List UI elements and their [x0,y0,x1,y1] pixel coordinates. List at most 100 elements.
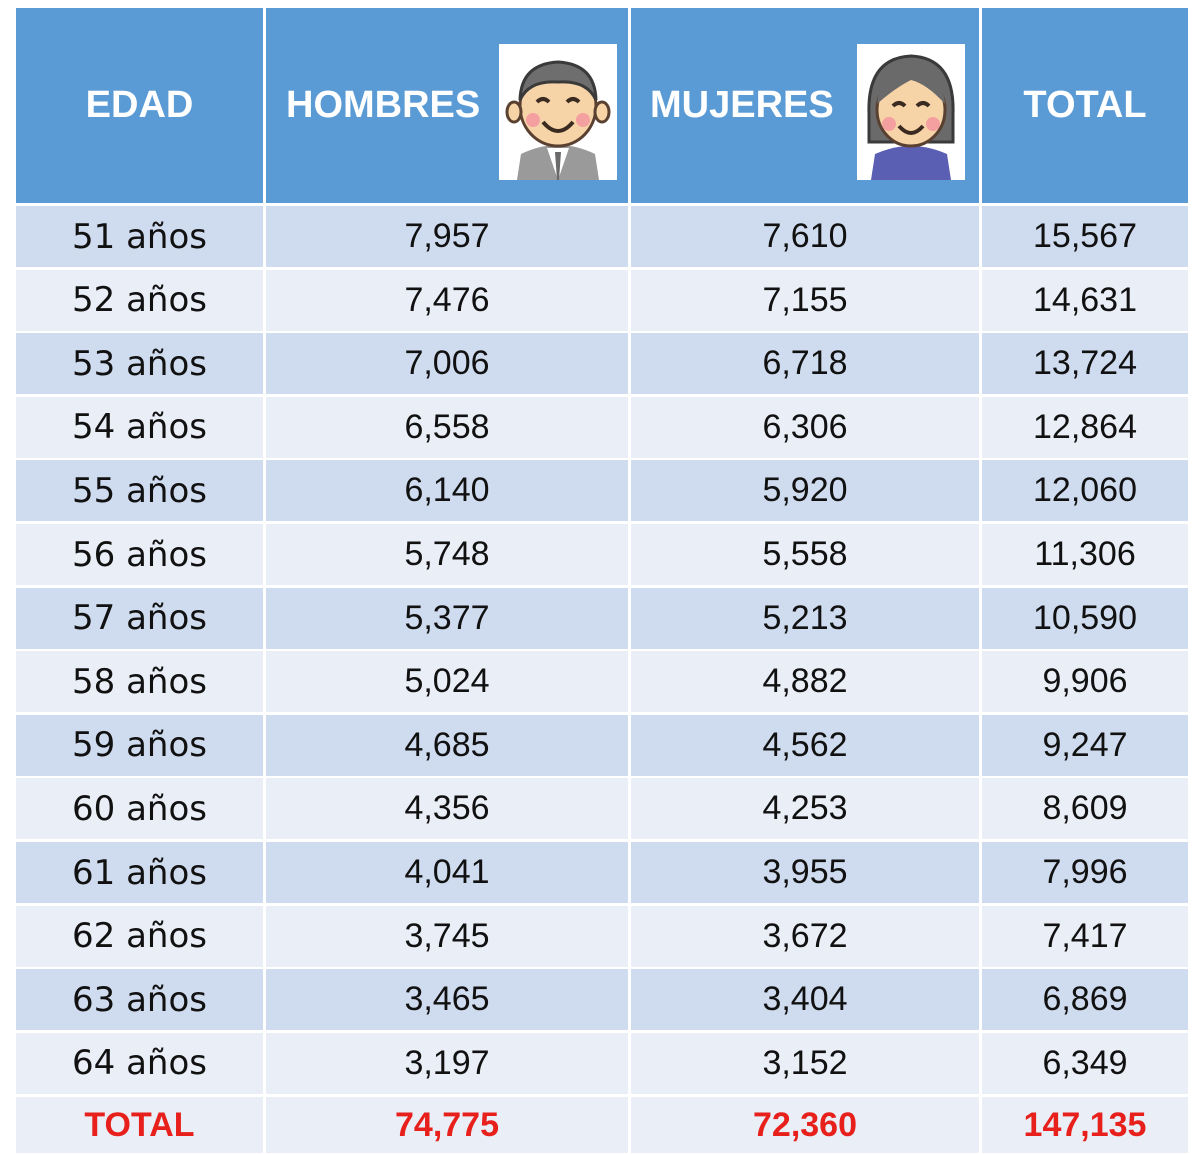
row-label-text: 54 años [72,407,207,447]
row-value: 4,041 [266,842,628,903]
row-label-text: 63 años [72,980,207,1020]
row-value-text: 10,590 [1033,599,1137,638]
row-label: 61 años [16,842,263,903]
row-label: 54 años [16,397,263,458]
row-value: 12,060 [982,460,1188,521]
row-value-text: 4,685 [404,726,489,765]
header-cell: HOMBRES [266,8,628,203]
row-value-text: 4,356 [404,789,489,828]
header-text: TOTAL [1023,84,1146,127]
row-value: 6,869 [982,969,1188,1030]
total-value: 72,360 [631,1097,979,1153]
row-value-text: 5,377 [404,599,489,638]
row-value: 5,920 [631,460,979,521]
row-value-text: 13,724 [1033,344,1137,383]
row-value: 3,465 [266,969,628,1030]
row-label-text: 53 años [72,344,207,384]
row-value: 3,197 [266,1033,628,1094]
row-label-text: 64 años [72,1043,207,1083]
row-value-text: 9,906 [1042,662,1127,701]
row-label: 55 años [16,460,263,521]
row-value: 4,685 [266,715,628,776]
row-value: 5,377 [266,588,628,649]
row-value-text: 3,672 [762,917,847,956]
row-value-text: 6,718 [762,344,847,383]
row-label-text: 61 años [72,853,207,893]
row-label-text: 56 años [72,535,207,575]
row-value: 14,631 [982,270,1188,331]
row-value: 11,306 [982,524,1188,585]
header-cell: TOTAL [982,8,1188,203]
row-value: 3,672 [631,906,979,967]
row-value-text: 5,920 [762,471,847,510]
row-label: 63 años [16,969,263,1030]
row-value-text: 9,247 [1042,726,1127,765]
row-value-text: 7,155 [762,281,847,320]
row-label: 60 años [16,778,263,839]
row-label: 57 años [16,588,263,649]
row-label-text: 57 años [72,598,207,638]
header-cell: MUJERES [631,8,979,203]
row-value-text: 15,567 [1033,217,1137,256]
row-label: 51 años [16,206,263,267]
row-value: 9,247 [982,715,1188,776]
row-value-text: 3,404 [762,980,847,1019]
row-label: 59 años [16,715,263,776]
row-value: 5,024 [266,651,628,712]
total-value-text: 72,360 [753,1106,857,1145]
row-value-text: 7,996 [1042,853,1127,892]
total-value: 147,135 [982,1097,1188,1153]
row-value: 3,404 [631,969,979,1030]
row-value-text: 12,060 [1033,471,1137,510]
row-label-text: 51 años [72,217,207,257]
header-text: MUJERES [650,84,834,127]
row-value: 6,718 [631,333,979,394]
row-value: 6,558 [266,397,628,458]
row-value: 4,882 [631,651,979,712]
row-value-text: 6,140 [404,471,489,510]
row-label: 64 años [16,1033,263,1094]
row-label-text: 52 años [72,280,207,320]
row-value: 6,349 [982,1033,1188,1094]
row-value-text: 3,152 [762,1044,847,1083]
row-value: 6,306 [631,397,979,458]
row-value-text: 6,869 [1042,980,1127,1019]
row-value: 5,558 [631,524,979,585]
row-value-text: 5,558 [762,535,847,574]
row-value-text: 4,882 [762,662,847,701]
row-value-text: 6,306 [762,408,847,447]
row-label-text: 55 años [72,471,207,511]
row-value: 3,955 [631,842,979,903]
row-value-text: 3,465 [404,980,489,1019]
row-value-text: 3,955 [762,853,847,892]
row-value-text: 3,197 [404,1044,489,1083]
row-label-text: 62 años [72,916,207,956]
row-value-text: 3,745 [404,917,489,956]
table-page: EDAD HOMBRES MUJERES TOTAL 51 años7 [0,0,1193,1154]
row-value-text: 7,476 [404,281,489,320]
row-value: 5,213 [631,588,979,649]
row-value-text: 6,349 [1042,1044,1127,1083]
row-value-text: 7,957 [404,217,489,256]
row-value-text: 4,253 [762,789,847,828]
row-value: 6,140 [266,460,628,521]
row-value-text: 7,006 [404,344,489,383]
row-label: 62 años [16,906,263,967]
row-value: 4,562 [631,715,979,776]
row-value-text: 4,562 [762,726,847,765]
row-label: 52 años [16,270,263,331]
row-value: 13,724 [982,333,1188,394]
row-value: 7,155 [631,270,979,331]
row-value: 3,745 [266,906,628,967]
row-value: 4,356 [266,778,628,839]
row-value-text: 11,306 [1034,535,1135,574]
row-value: 7,006 [266,333,628,394]
row-value: 7,610 [631,206,979,267]
woman-icon [857,44,965,180]
row-label: 58 años [16,651,263,712]
header-cell: EDAD [16,8,263,203]
row-value-text: 5,748 [404,535,489,574]
total-label: TOTAL [16,1097,263,1153]
row-value: 12,864 [982,397,1188,458]
row-value: 3,152 [631,1033,979,1094]
